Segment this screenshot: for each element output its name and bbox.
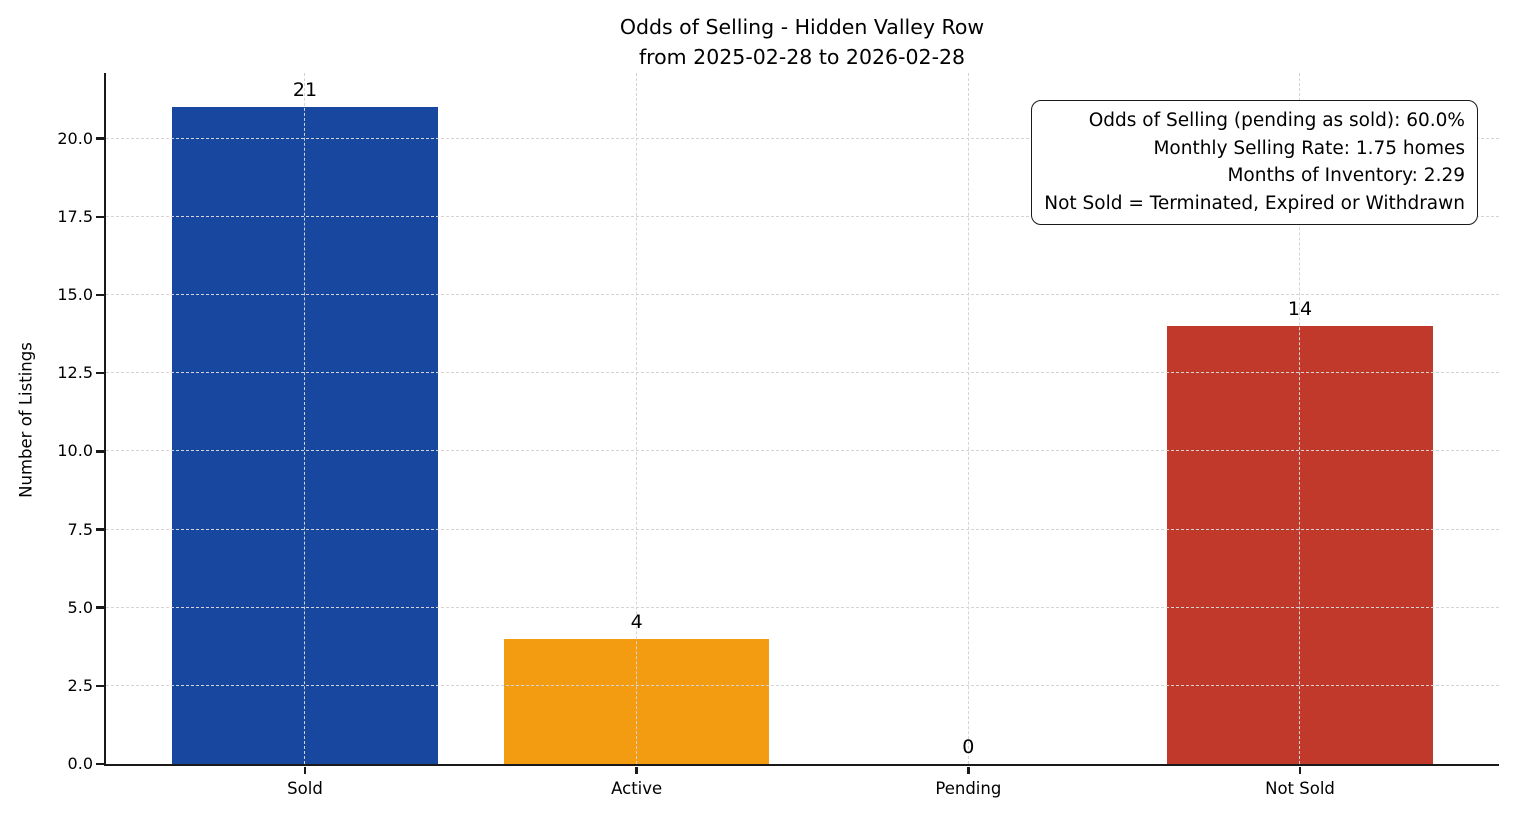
annotation-line: Monthly Selling Rate: 1.75 homes <box>1153 137 1465 159</box>
y-tick-label: 5.0 <box>67 597 93 617</box>
x-tick-mark <box>967 766 970 774</box>
gridline-horizontal <box>106 294 1499 295</box>
gridline-horizontal <box>106 450 1499 452</box>
gridline-vertical <box>967 73 969 764</box>
bar-value-label: 4 <box>630 610 643 633</box>
annotation-line: Odds of Selling (pending as sold): 60.0% <box>1088 110 1465 131</box>
x-tick-label-pending: Pending <box>935 779 1002 798</box>
y-tick-mark <box>96 606 104 609</box>
gridline-vertical <box>635 73 637 764</box>
gridline-horizontal <box>106 606 1499 608</box>
gridline-horizontal <box>106 215 1499 217</box>
x-tick-mark <box>303 766 307 774</box>
y-tick-mark <box>96 528 104 531</box>
y-tick-label: 15.0 <box>57 285 93 304</box>
gridline-vertical <box>1299 73 1301 764</box>
x-tick-label-active: Active <box>611 779 663 798</box>
y-tick-mark <box>96 371 104 375</box>
chart-title-line1: Odds of Selling - Hidden Valley Row <box>619 15 985 39</box>
y-tick-label: 7.5 <box>67 519 93 539</box>
y-tick-label: 17.5 <box>57 206 93 226</box>
chart-title: Odds of Selling - Hidden Valley Row from… <box>104 12 1500 72</box>
x-tick-mark <box>635 766 638 774</box>
y-tick-mark <box>96 450 104 453</box>
y-tick-label: 12.5 <box>57 363 93 383</box>
bar-value-label: 21 <box>292 79 318 102</box>
y-tick-label: 0.0 <box>67 754 93 773</box>
annotation-line: Months of Inventory: 2.29 <box>1227 165 1465 186</box>
chart-title-line2: from 2025-02-28 to 2026-02-28 <box>638 45 966 69</box>
bar-value-label: 0 <box>962 736 975 758</box>
y-tick-mark <box>96 215 104 219</box>
x-tick-label-not-sold: Not Sold <box>1265 779 1335 798</box>
gridline-vertical <box>304 73 306 764</box>
gridline-horizontal <box>106 684 1499 686</box>
plot-area: 0.0 2.5 5.0 7.5 10.0 12.5 15.0 17.5 20.0 Sold 21 Ac… <box>57 73 1499 798</box>
y-tick-label: 10.0 <box>57 441 93 461</box>
y-tick-mark <box>96 762 104 766</box>
y-tick-mark <box>96 137 104 140</box>
bar-value-label: 14 <box>1287 298 1313 321</box>
annotation-box: Odds of Selling (pending as sold): 60.0%… <box>1031 100 1478 225</box>
gridline-horizontal <box>106 137 1499 139</box>
y-tick-label: 2.5 <box>67 675 93 695</box>
y-tick-mark <box>96 684 104 688</box>
y-tick-label: 20.0 <box>57 128 93 148</box>
gridline-horizontal <box>106 372 1499 374</box>
x-tick-mark <box>1298 766 1302 774</box>
annotation-line: Not Sold = Terminated, Expired or Withdr… <box>1044 192 1465 214</box>
y-tick-mark <box>96 293 104 297</box>
gridline-horizontal <box>106 528 1499 530</box>
x-tick-label-sold: Sold <box>287 779 323 798</box>
y-axis-label: Number of Listings <box>16 342 36 498</box>
